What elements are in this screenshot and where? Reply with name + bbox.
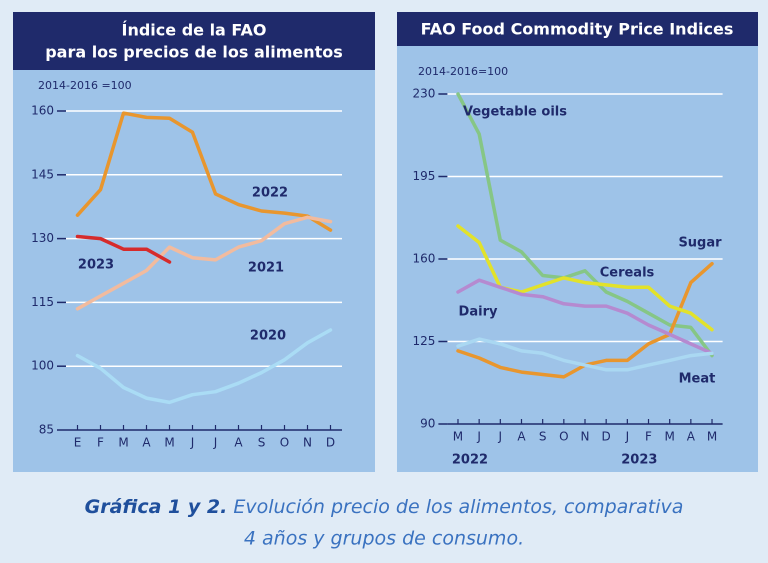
y-tick-label: 115	[31, 295, 54, 309]
x-tick-label: M	[164, 436, 174, 450]
y-tick-label: 125	[412, 334, 435, 348]
x-tick-label: O	[280, 436, 289, 450]
caption-label: Gráfica 1 y 2.	[85, 496, 228, 518]
x-tick-label: M	[118, 436, 128, 450]
x-tick-label: A	[517, 430, 526, 444]
unit-label: 2014-2016 =100	[38, 79, 132, 92]
chart-title: para los precios de los alimentos	[45, 43, 343, 62]
series-label: Dairy	[459, 305, 498, 320]
panel-left-header	[13, 12, 375, 70]
caption: Gráfica 1 y 2. Evolución precio de los al…	[85, 496, 684, 518]
chart-title: Índice de la FAO	[122, 21, 267, 40]
y-tick-label: 160	[412, 252, 435, 266]
y-tick-label: 160	[31, 104, 54, 118]
x-tick-label: D	[326, 436, 335, 450]
x-tick-label: S	[539, 430, 547, 444]
series-label: 2020	[250, 329, 286, 344]
x-tick-label: D	[602, 430, 611, 444]
series-label: Meat	[679, 372, 716, 387]
x-tick-label: J	[190, 436, 195, 450]
x-tick-label: S	[258, 436, 266, 450]
series-line	[456, 92, 714, 358]
series-label: 2023	[78, 258, 114, 273]
series-label: 2022	[252, 186, 288, 201]
caption-text: Evolución precio de los alimentos, compa…	[233, 496, 683, 518]
y-tick-label: 195	[412, 169, 435, 183]
series-line	[75, 111, 333, 232]
x-tick-label: A	[687, 430, 696, 444]
series-label: 2021	[248, 261, 284, 276]
x-tick-label: J	[625, 430, 630, 444]
y-tick-label: 90	[420, 417, 435, 431]
series-label: Vegetable oils	[463, 105, 567, 120]
caption-text: 4 años y grupos de consumo.	[244, 528, 524, 550]
x-tick-label: M	[664, 430, 674, 444]
chart-title: FAO Food Commodity Price Indices	[421, 20, 734, 39]
series-line	[456, 278, 714, 356]
panel-right-header	[397, 12, 758, 46]
y-tick-label: 230	[412, 87, 435, 101]
series-line	[75, 234, 172, 264]
x-tick-label: J	[476, 430, 481, 444]
series-label: Sugar	[678, 236, 722, 251]
y-tick-label: 85	[39, 423, 54, 437]
series-label: Cereals	[600, 266, 655, 281]
series-line	[456, 337, 714, 372]
x-tick-label: N	[303, 436, 312, 450]
y-tick-label: 100	[31, 359, 54, 373]
x-tick-label: A	[234, 436, 243, 450]
x-tick-label: M	[707, 430, 717, 444]
y-tick-label: 145	[31, 167, 54, 181]
x-tick-label: F	[645, 430, 652, 444]
panel-right	[397, 12, 758, 472]
unit-label: 2014-2016=100	[418, 65, 508, 78]
x-tick-label: M	[453, 430, 463, 444]
x-tick-label: J	[498, 430, 503, 444]
x-tick-label: E	[74, 436, 82, 450]
x-tick-label: N	[581, 430, 590, 444]
x-tick-label: O	[559, 430, 568, 444]
x-tick-label: J	[213, 436, 218, 450]
series-line	[75, 215, 333, 311]
y-tick-label: 130	[31, 231, 54, 245]
year-label: 2023	[621, 453, 657, 468]
series-line	[75, 328, 333, 405]
year-label: 2022	[452, 453, 488, 468]
x-tick-label: F	[97, 436, 104, 450]
x-tick-label: A	[142, 436, 151, 450]
